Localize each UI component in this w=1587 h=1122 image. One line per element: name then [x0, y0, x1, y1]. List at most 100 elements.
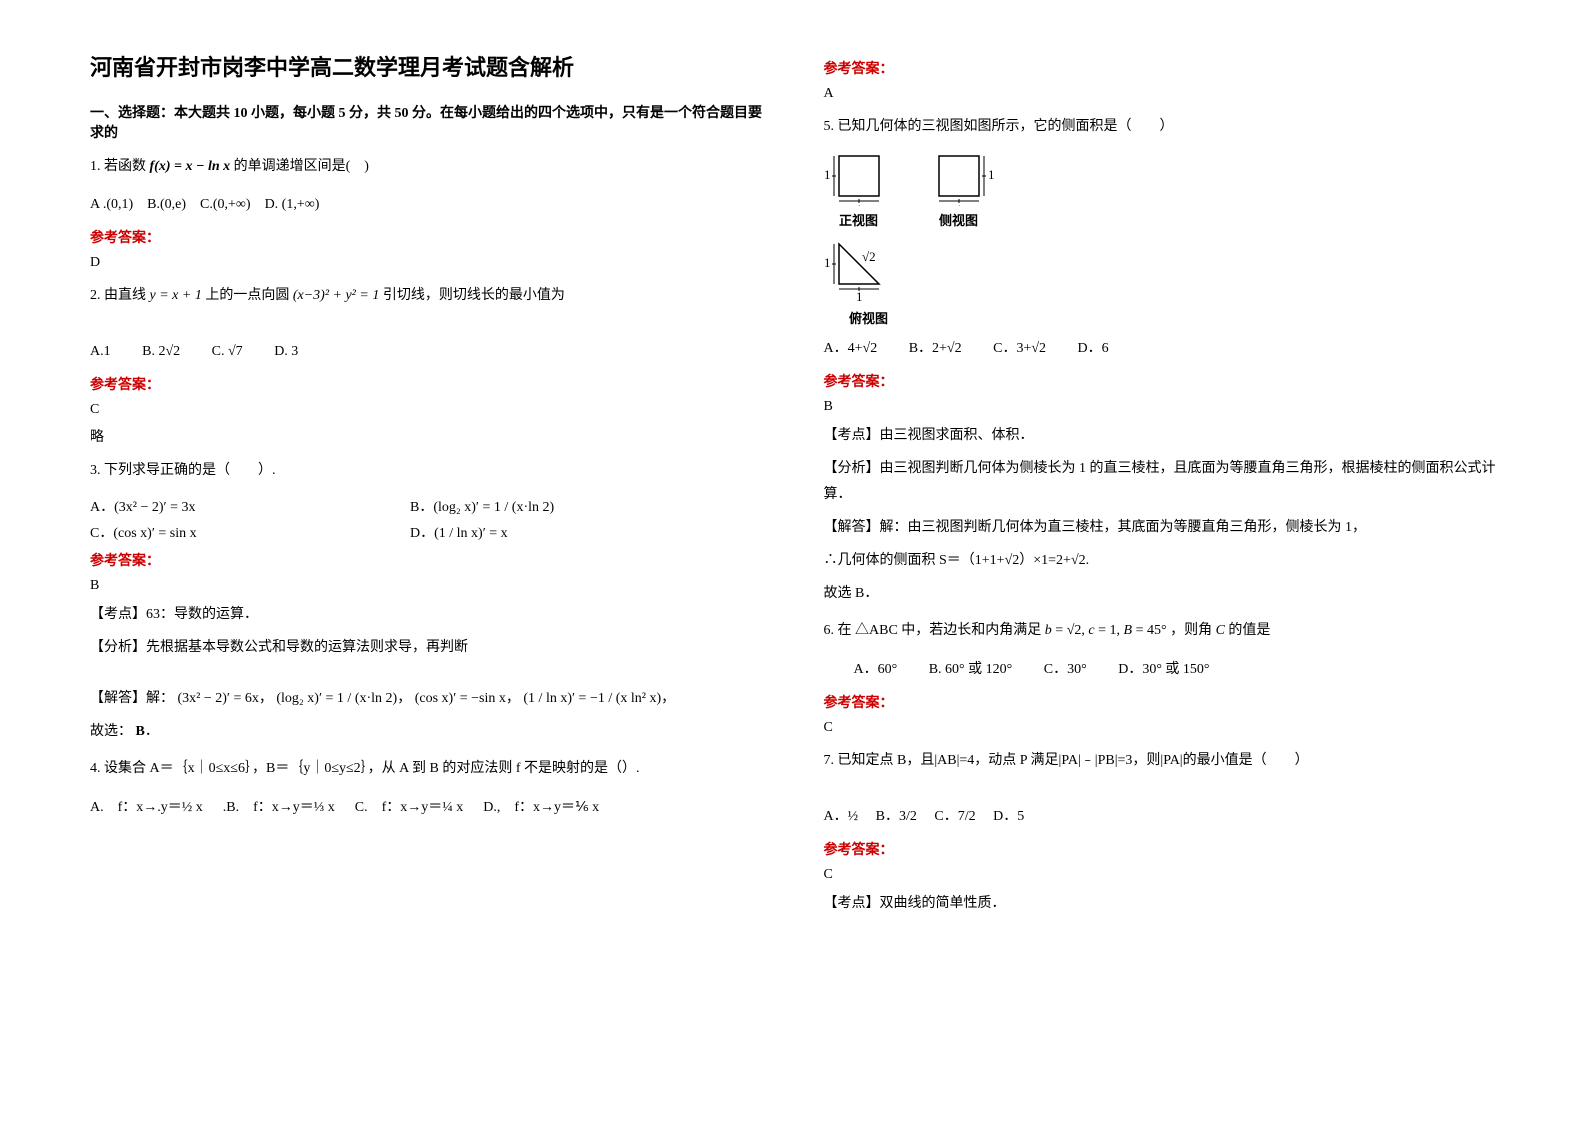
q3-analysis: 【分析】先根据基本导数公式和导数的运算法则求导，再判断: [90, 635, 764, 660]
q5-choose: 故选 B．: [824, 581, 1498, 606]
q4-answer: A: [824, 86, 1498, 102]
q3-s2: (log₂ x)′ = 1 / (x·ln 2): [276, 691, 397, 706]
q5-C: C．3+√2: [993, 341, 1046, 356]
q6-suffix: ，则角: [1170, 623, 1212, 638]
q7-A: A．½: [824, 809, 859, 824]
q4-options: A. f：x→.y＝½ x .B. f：x→y＝⅓ x C. f：x→y＝¼ x…: [90, 794, 764, 822]
left-column: 河南省开封市岗李中学高二数学理月考试题含解析 一、选择题：本大题共 10 小题，…: [90, 50, 764, 1072]
q6-A: A．60°: [854, 662, 898, 677]
q1-options: A .(0,1) B.(0,e) C.(0,+∞) D. (1,+∞): [90, 191, 764, 219]
top-view: 1 1 √2 俯视图: [824, 239, 914, 327]
q6-C: C: [1216, 623, 1225, 638]
q2-mid: 上的一点向圆: [205, 288, 289, 303]
q3-s1: (3x² − 2)′ = 6x: [178, 691, 259, 706]
q3-solve-prefix: 【解答】解：: [90, 691, 174, 706]
q3-B: B．(log₂ x)′ = 1 / (x·ln 2): [410, 496, 554, 516]
q3-answer: B: [90, 578, 764, 594]
side-view-svg: 1 1: [924, 151, 994, 206]
q3-stem: 3. 下列求导正确的是（ ）.: [90, 458, 764, 483]
dim-1-label-d: 1: [956, 202, 963, 206]
q7-answer: C: [824, 867, 1498, 883]
q3-C: C．(cos x)′ = sin x: [90, 522, 370, 542]
q2-B: B. 2√2: [142, 344, 180, 359]
q3-row1: A．(3x² − 2)′ = 3x B．(log₂ x)′ = 1 / (x·l…: [90, 496, 764, 516]
q3-choose: 故选： B．: [90, 719, 764, 744]
q6-cond: b = √2, c = 1, B = 45°: [1045, 623, 1167, 638]
answer-label: 参考答案：: [90, 550, 764, 570]
q3-row2: C．(cos x)′ = sin x D．(1 / ln x)′ = x: [90, 522, 764, 542]
q4-stem: 4. 设集合 A＝｛x｜0≤x≤6｝，B＝｛y｜0≤y≤2｝，从 A 到 B 的…: [90, 756, 764, 781]
q2-extra: 略: [90, 426, 764, 446]
q6-tri: △ABC: [855, 623, 898, 638]
q6-answer: C: [824, 720, 1498, 736]
answer-label: 参考答案：: [824, 58, 1498, 78]
answer-label: 参考答案：: [90, 374, 764, 394]
q1-stem-prefix: 1. 若函数: [90, 159, 146, 174]
q4-D: D., f：x→y＝⅙ x: [483, 794, 599, 822]
answer-label: 参考答案：: [824, 692, 1498, 712]
q6-D: D．30° 或 150°: [1118, 662, 1209, 677]
q7-point: 【考点】双曲线的简单性质．: [824, 891, 1498, 916]
front-view-svg: 1 1: [824, 151, 894, 206]
q3-s3: (cos x)′ = −sin x: [415, 691, 506, 706]
q6-prefix: 6. 在: [824, 623, 852, 638]
right-column: 参考答案： A 5. 已知几何体的三视图如图所示，它的侧面积是（ ） 1 1 正…: [824, 50, 1498, 1072]
q2-D: D. 3: [274, 344, 298, 359]
q5-analysis: 【分析】由三视图判断几何体为侧棱长为 1 的直三棱柱，且底面为等腰直角三角形，根…: [824, 456, 1498, 506]
q5-therefore: ∴几何体的侧面积 S＝（1+1+√2）×1=2+√2.: [824, 548, 1498, 573]
dim-1-label-b: 1: [856, 202, 863, 206]
q6-options: A．60° B. 60° 或 120° C．30° D．30° 或 150°: [824, 656, 1498, 684]
dim-1-label: 1: [824, 167, 831, 182]
q5-B: B．2+√2: [909, 341, 962, 356]
q6: 6. 在 △ABC 中，若边长和内角满足 b = √2, c = 1, B = …: [824, 618, 1498, 643]
q3-choose-label: 故选：: [90, 724, 132, 739]
q2-circle: (x−3)² + y² = 1: [293, 288, 380, 303]
q7-D: D．5: [993, 809, 1024, 824]
answer-label: 参考答案：: [824, 371, 1498, 391]
doc-title: 河南省开封市岗李中学高二数学理月考试题含解析: [90, 50, 764, 82]
q7-options: A．½ B．3/2 C．7/2 D．5: [824, 803, 1498, 831]
q1-math: f(x) = x − ln x: [150, 159, 231, 174]
tri-views-row1: 1 1 正视图 1 1 侧视图: [824, 151, 1498, 229]
q2-answer: C: [90, 402, 764, 418]
q2-A: A.1: [90, 344, 111, 359]
q3-choose-ans: B: [136, 724, 145, 739]
q3-solve: 【解答】解： (3x² − 2)′ = 6x， (log₂ x)′ = 1 / …: [90, 686, 764, 711]
q3-s4: (1 / ln x)′ = −1 / (x ln² x): [523, 691, 661, 706]
q4-C: C. f：x→y＝¼ x: [355, 794, 464, 822]
q2-suffix: 引切线，则切线长的最小值为: [383, 288, 565, 303]
q5-answer: B: [824, 399, 1498, 415]
answer-label: 参考答案：: [90, 227, 764, 247]
q7-C: C．7/2: [934, 809, 975, 824]
q3-A: A．(3x² − 2)′ = 3x: [90, 496, 370, 516]
top-view-svg: 1 1 √2: [824, 239, 904, 304]
q6-B: B. 60° 或 120°: [929, 662, 1013, 677]
q4-B: .B. f：x→y＝⅓ x: [223, 794, 335, 822]
q1: 1. 若函数 f(x) = x − ln x 的单调递增区间是( ): [90, 154, 764, 179]
q7-stem: 7. 已知定点 B，且|AB|=4，动点 P 满足|PA|﹣|PB|=3，则|P…: [824, 748, 1498, 773]
q5-solve: 【解答】解：由三视图判断几何体为直三棱柱，其底面为等腰直角三角形，侧棱长为 1，: [824, 515, 1498, 540]
dim-1-label-f: 1: [856, 289, 863, 304]
q2-options: A.1 B. 2√2 C. √7 D. 3: [90, 338, 764, 366]
dim-1-label-e: 1: [824, 255, 831, 270]
front-view-label: 正视图: [824, 210, 894, 229]
q5-A: A．4+√2: [824, 341, 878, 356]
q7-B: B．3/2: [876, 809, 917, 824]
q6-mid: 中，若边长和内角满足: [901, 623, 1041, 638]
q1-answer: D: [90, 255, 764, 271]
q1-stem-suffix: 的单调递增区间是( ): [234, 159, 369, 174]
q3-point: 【考点】63：导数的运算．: [90, 602, 764, 627]
q3-D: D．(1 / ln x)′ = x: [410, 522, 508, 542]
q5-D: D．6: [1078, 341, 1109, 356]
side-view-label: 侧视图: [924, 210, 994, 229]
q5-point: 【考点】由三视图求面积、体积．: [824, 423, 1498, 448]
dim-1-label-c: 1: [988, 167, 994, 182]
side-view: 1 1 侧视图: [924, 151, 994, 229]
q4-A: A. f：x→.y＝½ x: [90, 794, 203, 822]
answer-label: 参考答案：: [824, 839, 1498, 859]
q2-C: C. √7: [212, 344, 243, 359]
q6-tail: 的值是: [1228, 623, 1270, 638]
q2-line: y = x + 1: [150, 288, 202, 303]
q5-stem: 5. 已知几何体的三视图如图所示，它的侧面积是（ ）: [824, 114, 1498, 139]
front-view: 1 1 正视图: [824, 151, 894, 229]
